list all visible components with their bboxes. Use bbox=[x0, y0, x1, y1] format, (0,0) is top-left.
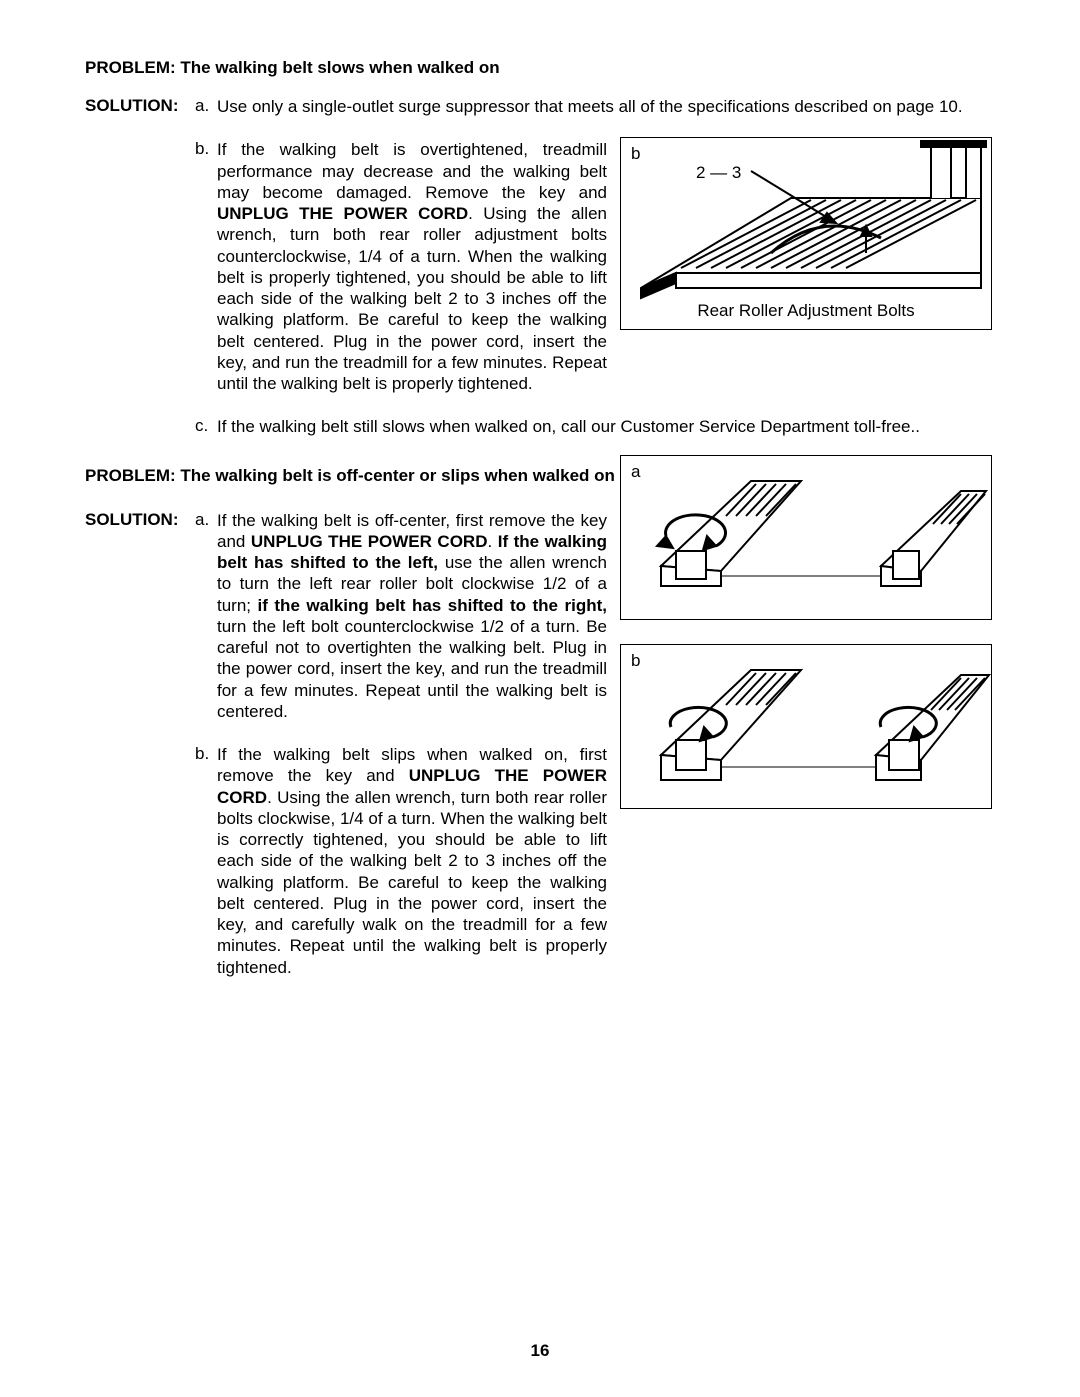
figure-a-offcenter: a bbox=[620, 455, 992, 620]
page: PROBLEM: The walking belt slows when wal… bbox=[0, 0, 1080, 1397]
figure-caption: Rear Roller Adjustment Bolts bbox=[621, 301, 991, 321]
roller-bolt-diagram-icon bbox=[621, 456, 993, 621]
t: turn the left bolt counterclockwise 1/2 … bbox=[217, 617, 607, 721]
solution-label: SOLUTION: bbox=[85, 510, 195, 530]
item-letter: b. bbox=[195, 744, 217, 764]
problem1-solution-c-row: c. If the walking belt still slows when … bbox=[85, 416, 995, 437]
item-text: If the walking belt is off-center, first… bbox=[217, 510, 607, 723]
item-text: If the walking belt is overtightened, tr… bbox=[217, 139, 607, 394]
t: . Using the allen wrench, turn both rear… bbox=[217, 788, 607, 977]
item-letter: a. bbox=[195, 96, 217, 116]
item-letter: b. bbox=[195, 139, 217, 159]
page-number: 16 bbox=[0, 1341, 1080, 1361]
solution-label: SOLUTION: bbox=[85, 96, 195, 116]
item-text: If the walking belt slips when walked on… bbox=[217, 744, 607, 978]
text-pre: If the walking belt is overtightened, tr… bbox=[217, 140, 607, 202]
roller-bolt-both-diagram-icon bbox=[621, 645, 993, 810]
figure-b-rear-roller: b 2 — 3 bbox=[620, 137, 992, 330]
figure-b-slip: b bbox=[620, 644, 992, 809]
item-letter: a. bbox=[195, 510, 217, 530]
item-text: If the walking belt still slows when wal… bbox=[217, 416, 995, 437]
tb: UNPLUG THE POWER CORD bbox=[251, 532, 488, 551]
problem1-heading: PROBLEM: The walking belt slows when wal… bbox=[85, 58, 995, 78]
t: . bbox=[487, 532, 497, 551]
item-text: Use only a single-outlet surge suppresso… bbox=[217, 96, 995, 117]
text-bold: UNPLUG THE POWER CORD bbox=[217, 204, 468, 223]
tb: if the walking belt has shifted to the r… bbox=[258, 596, 607, 615]
problem1-solution-a-row: SOLUTION: a. Use only a single-outlet su… bbox=[85, 96, 995, 117]
item-letter: c. bbox=[195, 416, 217, 436]
text-post: . Using the allen wrench, turn both rear… bbox=[217, 204, 607, 393]
